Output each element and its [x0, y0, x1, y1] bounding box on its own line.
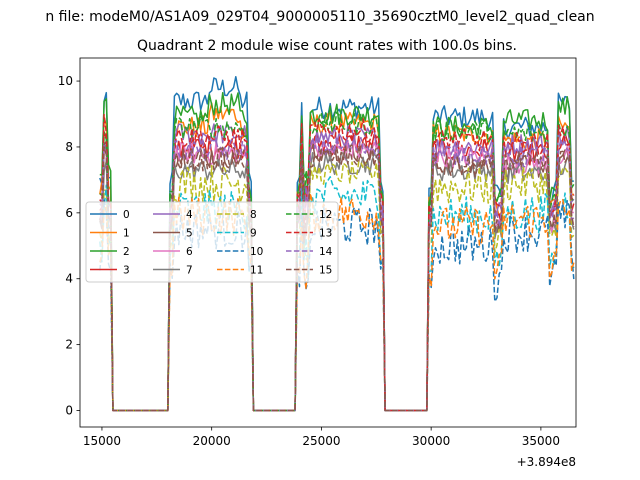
x-tick-label: 20000 — [193, 434, 231, 448]
x-tick-label: 30000 — [412, 434, 450, 448]
x-axis-offset-label: +3.894e8 — [517, 455, 576, 469]
legend-label-10: 10 — [250, 246, 263, 258]
y-tick-label: 8 — [65, 140, 73, 154]
legend-label-11: 11 — [250, 265, 263, 277]
legend-label-14: 14 — [319, 246, 333, 258]
legend-label-1: 1 — [123, 228, 130, 240]
legend-label-15: 15 — [319, 265, 332, 277]
legend-label-5: 5 — [186, 228, 193, 240]
y-axis: 0 2 4 6 8 10 — [58, 74, 80, 418]
chart-title: Quadrant 2 module wise count rates with … — [137, 38, 517, 54]
y-tick-label: 0 — [65, 404, 73, 418]
series-line-13 — [99, 113, 575, 412]
x-axis: 15000 20000 25000 30000 35000 — [83, 427, 560, 448]
legend-label-2: 2 — [123, 246, 130, 258]
y-tick-label: 4 — [65, 272, 73, 286]
legend-label-12: 12 — [319, 209, 332, 221]
x-tick-label: 15000 — [83, 434, 121, 448]
legend-label-8: 8 — [250, 209, 257, 221]
axes-frame — [79, 57, 577, 428]
legend-label-4: 4 — [186, 209, 193, 221]
y-tick-label: 6 — [65, 206, 73, 220]
legend-box — [85, 201, 339, 283]
x-tick-label: 25000 — [302, 434, 340, 448]
legend-label-3: 3 — [123, 265, 130, 277]
legend-label-7: 7 — [186, 265, 193, 277]
x-tick-label: 35000 — [522, 434, 560, 448]
legend-label-13: 13 — [319, 228, 332, 240]
legend-label-9: 9 — [250, 228, 257, 240]
legend-label-6: 6 — [186, 246, 193, 258]
y-tick-label: 10 — [58, 74, 73, 88]
series-line-7 — [99, 151, 575, 412]
series-line-15 — [99, 144, 575, 412]
figure-suptitle: n file: modeM0/AS1A09_029T04_9000005110_… — [45, 9, 594, 25]
y-tick-label: 2 — [65, 338, 73, 352]
legend-label-0: 0 — [123, 209, 130, 221]
